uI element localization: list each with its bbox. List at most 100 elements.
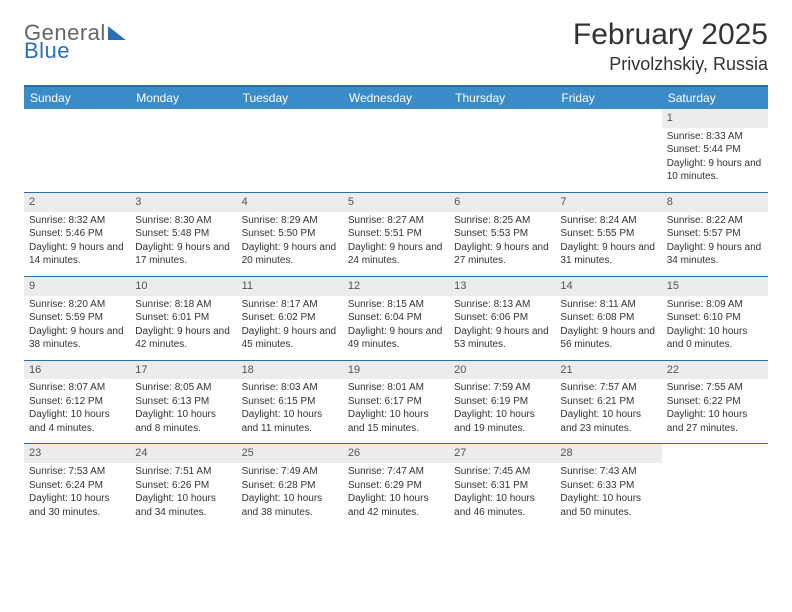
calendar-cell: 11Sunrise: 8:17 AMSunset: 6:02 PMDayligh… [237,277,343,360]
cell-body: Sunrise: 8:30 AMSunset: 5:48 PMDaylight:… [130,212,236,276]
cell-body: Sunrise: 8:18 AMSunset: 6:01 PMDaylight:… [130,296,236,360]
sunrise-text: Sunrise: 8:20 AM [29,298,125,312]
calendar-cell: 2Sunrise: 8:32 AMSunset: 5:46 PMDaylight… [24,193,130,276]
day-number: 1 [662,109,768,128]
calendar-weeks: 1 Sunrise: 8:33 AMSunset: 5:44 PM Daylight… [24,109,768,527]
day-number: 27 [449,444,555,463]
cell-body: Sunrise: 7:43 AMSunset: 6:33 PMDaylight:… [555,463,661,527]
daylight-text: Daylight: 10 hours and 42 minutes. [348,492,444,519]
daylight-text: Daylight: 10 hours and 11 minutes. [242,408,338,435]
cell-body: Sunrise: 8:15 AMSunset: 6:04 PMDaylight:… [343,296,449,360]
daylight-text: Daylight: 10 hours and 19 minutes. [454,408,550,435]
cell-body: Sunrise: 8:05 AMSunset: 6:13 PMDaylight:… [130,379,236,443]
cell-body: Sunrise: 8:32 AMSunset: 5:46 PMDaylight:… [24,212,130,276]
sunrise-text: Sunrise: 7:49 AM [242,465,338,479]
daylight-text: Daylight: 10 hours and 30 minutes. [29,492,125,519]
day-number: 12 [343,277,449,296]
sunrise-text: Sunrise: 8:13 AM [454,298,550,312]
daylight-text: Daylight: 9 hours and 31 minutes. [560,241,656,268]
sunset-text: Sunset: 6:33 PM [560,479,656,493]
calendar-cell [343,109,449,192]
calendar-cell: 7Sunrise: 8:24 AMSunset: 5:55 PMDaylight… [555,193,661,276]
week-row: 23Sunrise: 7:53 AMSunset: 6:24 PMDayligh… [24,443,768,527]
cell-body: Sunrise: 8:13 AMSunset: 6:06 PMDaylight:… [449,296,555,360]
day-number [449,109,555,128]
day-number: 9 [24,277,130,296]
sunrise-text: Sunrise: 7:45 AM [454,465,550,479]
sunrise-text: Sunrise: 8:27 AM [348,214,444,228]
sunrise-text: Sunrise: 8:03 AM [242,381,338,395]
sunset-text: Sunset: 6:15 PM [242,395,338,409]
daylight-text: Daylight: 9 hours and 14 minutes. [29,241,125,268]
sunrise-text: Sunrise: 8:07 AM [29,381,125,395]
cell-body: Sunrise: 7:49 AMSunset: 6:28 PMDaylight:… [237,463,343,527]
day-number: 16 [24,361,130,380]
calendar-cell: 14Sunrise: 8:11 AMSunset: 6:08 PMDayligh… [555,277,661,360]
daylight-text: Daylight: 9 hours and 49 minutes. [348,325,444,352]
location: Privolzhskiy, Russia [573,54,768,75]
weekday-label: Thursday [449,87,555,109]
calendar-cell [662,444,768,527]
day-number: 21 [555,361,661,380]
sunrise-text: Sunrise: 7:51 AM [135,465,231,479]
cell-body: Sunrise: 8:01 AMSunset: 6:17 PMDaylight:… [343,379,449,443]
week-row: 2Sunrise: 8:32 AMSunset: 5:46 PMDaylight… [24,192,768,276]
sunset-text: Sunset: 6:19 PM [454,395,550,409]
logo-line2: Blue [24,40,126,62]
day-number [24,109,130,128]
sunset-text: Sunset: 6:06 PM [454,311,550,325]
sunrise-text: Sunrise: 8:01 AM [348,381,444,395]
month-title: February 2025 [573,18,768,52]
sunset-text: Sunset: 5:53 PM [454,227,550,241]
calendar-cell [555,109,661,192]
calendar-cell: 28Sunrise: 7:43 AMSunset: 6:33 PMDayligh… [555,444,661,527]
sunset-text: Sunset: 5:44 PM [667,143,763,157]
calendar-cell: 8Sunrise: 8:22 AMSunset: 5:57 PMDaylight… [662,193,768,276]
day-number: 26 [343,444,449,463]
calendar-cell: 3Sunrise: 8:30 AMSunset: 5:48 PMDaylight… [130,193,236,276]
logo: General Blue [24,18,126,62]
sunrise-text: Sunrise: 8:33 AM [667,130,763,144]
sunrise-text: Sunrise: 8:11 AM [560,298,656,312]
sunrise-text: Sunrise: 8:29 AM [242,214,338,228]
sunset-text: Sunset: 5:50 PM [242,227,338,241]
day-number [343,109,449,128]
sunset-text: Sunset: 6:12 PM [29,395,125,409]
sunrise-text: Sunrise: 8:05 AM [135,381,231,395]
calendar-cell: 21Sunrise: 7:57 AMSunset: 6:21 PMDayligh… [555,361,661,444]
daylight-text: Daylight: 10 hours and 8 minutes. [135,408,231,435]
calendar-cell: 9Sunrise: 8:20 AMSunset: 5:59 PMDaylight… [24,277,130,360]
daylight-text: Daylight: 10 hours and 4 minutes. [29,408,125,435]
day-number: 6 [449,193,555,212]
daylight-text: Daylight: 10 hours and 0 minutes. [667,325,763,352]
sunset-text: Sunset: 6:01 PM [135,311,231,325]
daylight-text: Daylight: 9 hours and 38 minutes. [29,325,125,352]
day-number: 10 [130,277,236,296]
daylight-text: Daylight: 10 hours and 15 minutes. [348,408,444,435]
weekday-label: Tuesday [237,87,343,109]
cell-body: Sunrise: 8:07 AMSunset: 6:12 PMDaylight:… [24,379,130,443]
sunrise-text: Sunrise: 8:24 AM [560,214,656,228]
cell-body: Sunrise: 8:24 AMSunset: 5:55 PMDaylight:… [555,212,661,276]
day-number: 25 [237,444,343,463]
cell-body: Sunrise: 8:20 AMSunset: 5:59 PMDaylight:… [24,296,130,360]
cell-body: Sunrise: 8:11 AMSunset: 6:08 PMDaylight:… [555,296,661,360]
calendar-cell [130,109,236,192]
day-number: 23 [24,444,130,463]
sunset-text: Sunset: 6:04 PM [348,311,444,325]
sunrise-text: Sunrise: 7:59 AM [454,381,550,395]
calendar-cell: 18Sunrise: 8:03 AMSunset: 6:15 PMDayligh… [237,361,343,444]
cell-body: Sunrise: 8:29 AMSunset: 5:50 PMDaylight:… [237,212,343,276]
daylight-text: Daylight: 10 hours and 27 minutes. [667,408,763,435]
week-row: 1Sunrise: 8:33 AMSunset: 5:44 PMDaylight… [24,109,768,192]
sunset-text: Sunset: 6:02 PM [242,311,338,325]
cell-body: Sunrise: 8:22 AMSunset: 5:57 PMDaylight:… [662,212,768,276]
daylight-text: Daylight: 10 hours and 50 minutes. [560,492,656,519]
sunrise-text: Sunrise: 8:32 AM [29,214,125,228]
day-number: 8 [662,193,768,212]
day-number: 2 [24,193,130,212]
cell-body: Sunrise: 8:09 AMSunset: 6:10 PMDaylight:… [662,296,768,360]
day-number: 5 [343,193,449,212]
day-number [130,109,236,128]
daylight-text: Daylight: 9 hours and 42 minutes. [135,325,231,352]
